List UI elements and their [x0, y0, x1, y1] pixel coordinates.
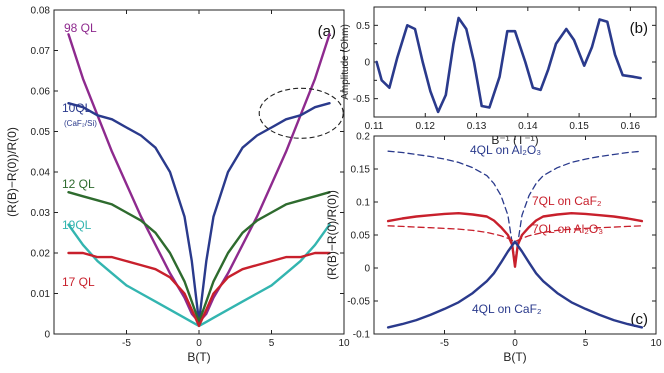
series-line-c-2 [387, 225, 643, 243]
x-tick-label: 5 [583, 338, 589, 349]
x-tick-label: 0.14 [518, 121, 538, 132]
panel-c: -5 0 5 10-0.1-0.0500.050.10.150.2B(T)(R(B)−… [325, 132, 662, 365]
x-tick-label: -5 [440, 338, 449, 349]
panel-label-a: (a) [318, 23, 336, 40]
x-tick-label: 0.16 [621, 121, 641, 132]
y-tick-label: 0.04 [31, 168, 51, 179]
series-sublabel-a-1: (CaF₂/Si) [64, 119, 97, 128]
y-tick-label: -0.05 [347, 297, 370, 308]
series-line-c-3 [386, 240, 644, 329]
x-tick-label: 0.12 [416, 121, 436, 132]
y-tick-label: 0.01 [31, 289, 51, 300]
plot-frame [373, 6, 657, 118]
panel-b: 0.11 0.12 0.13 0.14 0.15 0.16-0.500.5B⁻¹ (T⁻¹… [340, 6, 657, 147]
panel-a: -5 0 5 10 0 0.01 0.02 0.03 0.04 0.05 0.06 0.07 0.08 B… [5, 6, 350, 365]
series-label-a-1: 10QL [62, 101, 92, 115]
x-tick-label: 0.11 [365, 121, 384, 132]
y-tick-label: 0.05 [351, 231, 371, 242]
y-tick-label: 0.07 [31, 46, 51, 57]
x-tick-label: -5 [122, 338, 131, 349]
series-line-a-2 [67, 190, 331, 324]
y-tick-label: 0.06 [31, 87, 51, 98]
x-tick-label: 10 [650, 338, 662, 349]
plot-frame [53, 9, 345, 335]
series-label-a-4: 17 QL [62, 275, 95, 289]
series-line-b-0 [375, 16, 642, 114]
x-tick-label: 10 [338, 338, 350, 349]
panel-label-c: (c) [631, 311, 649, 328]
y-tick-label: 0.5 [356, 21, 370, 32]
series-line-c-0 [387, 150, 643, 263]
series-line-a-1 [67, 101, 331, 324]
series-label-a-3: 19QL [62, 218, 92, 232]
series-label-c-3: 4QL on CaF₂ [472, 302, 542, 316]
y-tick-label: 0.03 [31, 208, 51, 219]
series-label-c-2: 7QL on Al₂O₃ [532, 222, 603, 236]
y-tick-label: 0.2 [356, 132, 370, 143]
y-tick-label: 0.05 [31, 127, 51, 138]
series-line-a-4 [67, 251, 331, 328]
x-tick-label: 0 [512, 338, 518, 349]
y-axis-label: Amplitude (Ohm) [340, 24, 351, 100]
x-tick-label: 0.13 [467, 121, 487, 132]
x-axis-label: B(T) [187, 350, 210, 364]
series-label-a-2: 12 QL [62, 177, 95, 191]
y-tick-label: 0 [44, 330, 50, 341]
annotation-ellipse [258, 87, 344, 139]
series-label-c-0: 4QL on Al₂O₃ [470, 143, 541, 157]
series-line-c-1 [386, 211, 644, 268]
x-tick-label: 5 [269, 338, 275, 349]
y-tick-label: 0.15 [351, 165, 371, 176]
series-line-a-0 [67, 33, 331, 324]
y-tick-label: -0.1 [353, 330, 371, 341]
y-tick-label: 0.08 [31, 6, 51, 17]
x-axis-label: B(T) [503, 350, 526, 364]
x-tick-label: 0 [196, 338, 202, 349]
y-tick-label: -0.5 [353, 94, 371, 105]
y-tick-label: 0.02 [31, 249, 51, 260]
series-label-a-0: 98 QL [64, 21, 97, 35]
panel-label-b: (b) [630, 20, 648, 37]
y-tick-label: 0.1 [356, 198, 370, 209]
y-tick-label: 0 [364, 58, 370, 69]
x-tick-label: 0.15 [569, 121, 589, 132]
y-axis-label: (R(B)−R(0))/R(0) [5, 127, 19, 217]
series-line-a-3 [67, 223, 331, 328]
series-label-c-1: 7QL on CaF₂ [532, 194, 602, 208]
y-axis-label: (R(B)−R(0)/R(0)) [325, 190, 339, 280]
y-tick-label: 0 [364, 264, 370, 275]
